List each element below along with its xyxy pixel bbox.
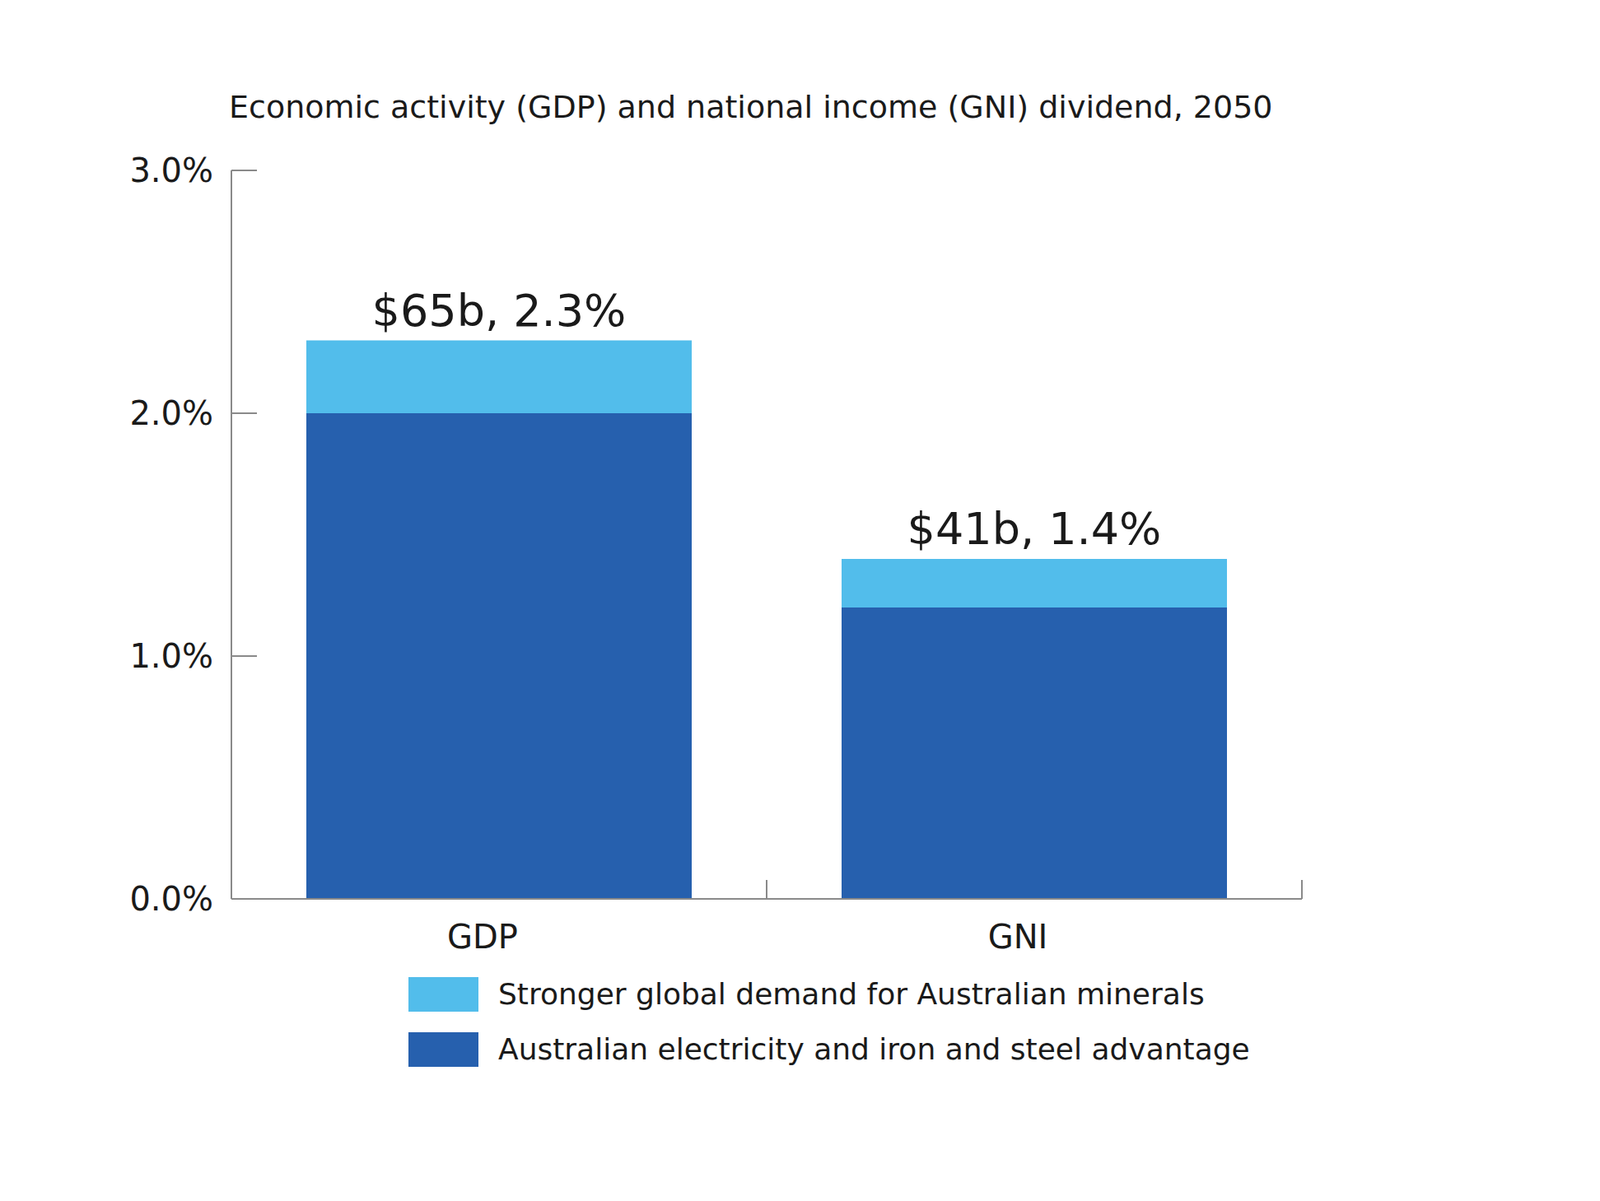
category-divider — [1301, 880, 1303, 900]
y-tick-label: 0.0% — [129, 880, 214, 919]
legend-swatch — [408, 1032, 479, 1068]
total-label: $65b, 2.3% — [372, 284, 627, 337]
category-divider — [765, 880, 768, 900]
legend-label: Australian electricity and iron and stee… — [498, 1032, 1251, 1067]
chart: Economic activity (GDP) and national inc… — [0, 0, 1600, 1201]
title: Economic activity (GDP) and national inc… — [228, 88, 1274, 126]
y-tick — [231, 169, 257, 172]
legend-swatch — [408, 977, 479, 1013]
legend-label: Stronger global demand for Australian mi… — [498, 977, 1205, 1012]
category-label: GDP — [447, 918, 518, 957]
bar-segment — [841, 559, 1227, 608]
y-axis — [230, 170, 233, 900]
bar-segment — [306, 413, 692, 900]
bar-segment — [841, 607, 1227, 900]
y-tick-label: 3.0% — [129, 151, 214, 190]
y-tick — [231, 655, 257, 658]
y-tick — [231, 412, 257, 415]
bars — [306, 340, 1227, 901]
total-label: $41b, 1.4% — [907, 503, 1162, 556]
y-tick-label: 1.0% — [129, 637, 214, 676]
y-tick-label: 2.0% — [129, 394, 214, 433]
category-label: GNI — [988, 918, 1049, 957]
bar-segment — [306, 340, 692, 415]
